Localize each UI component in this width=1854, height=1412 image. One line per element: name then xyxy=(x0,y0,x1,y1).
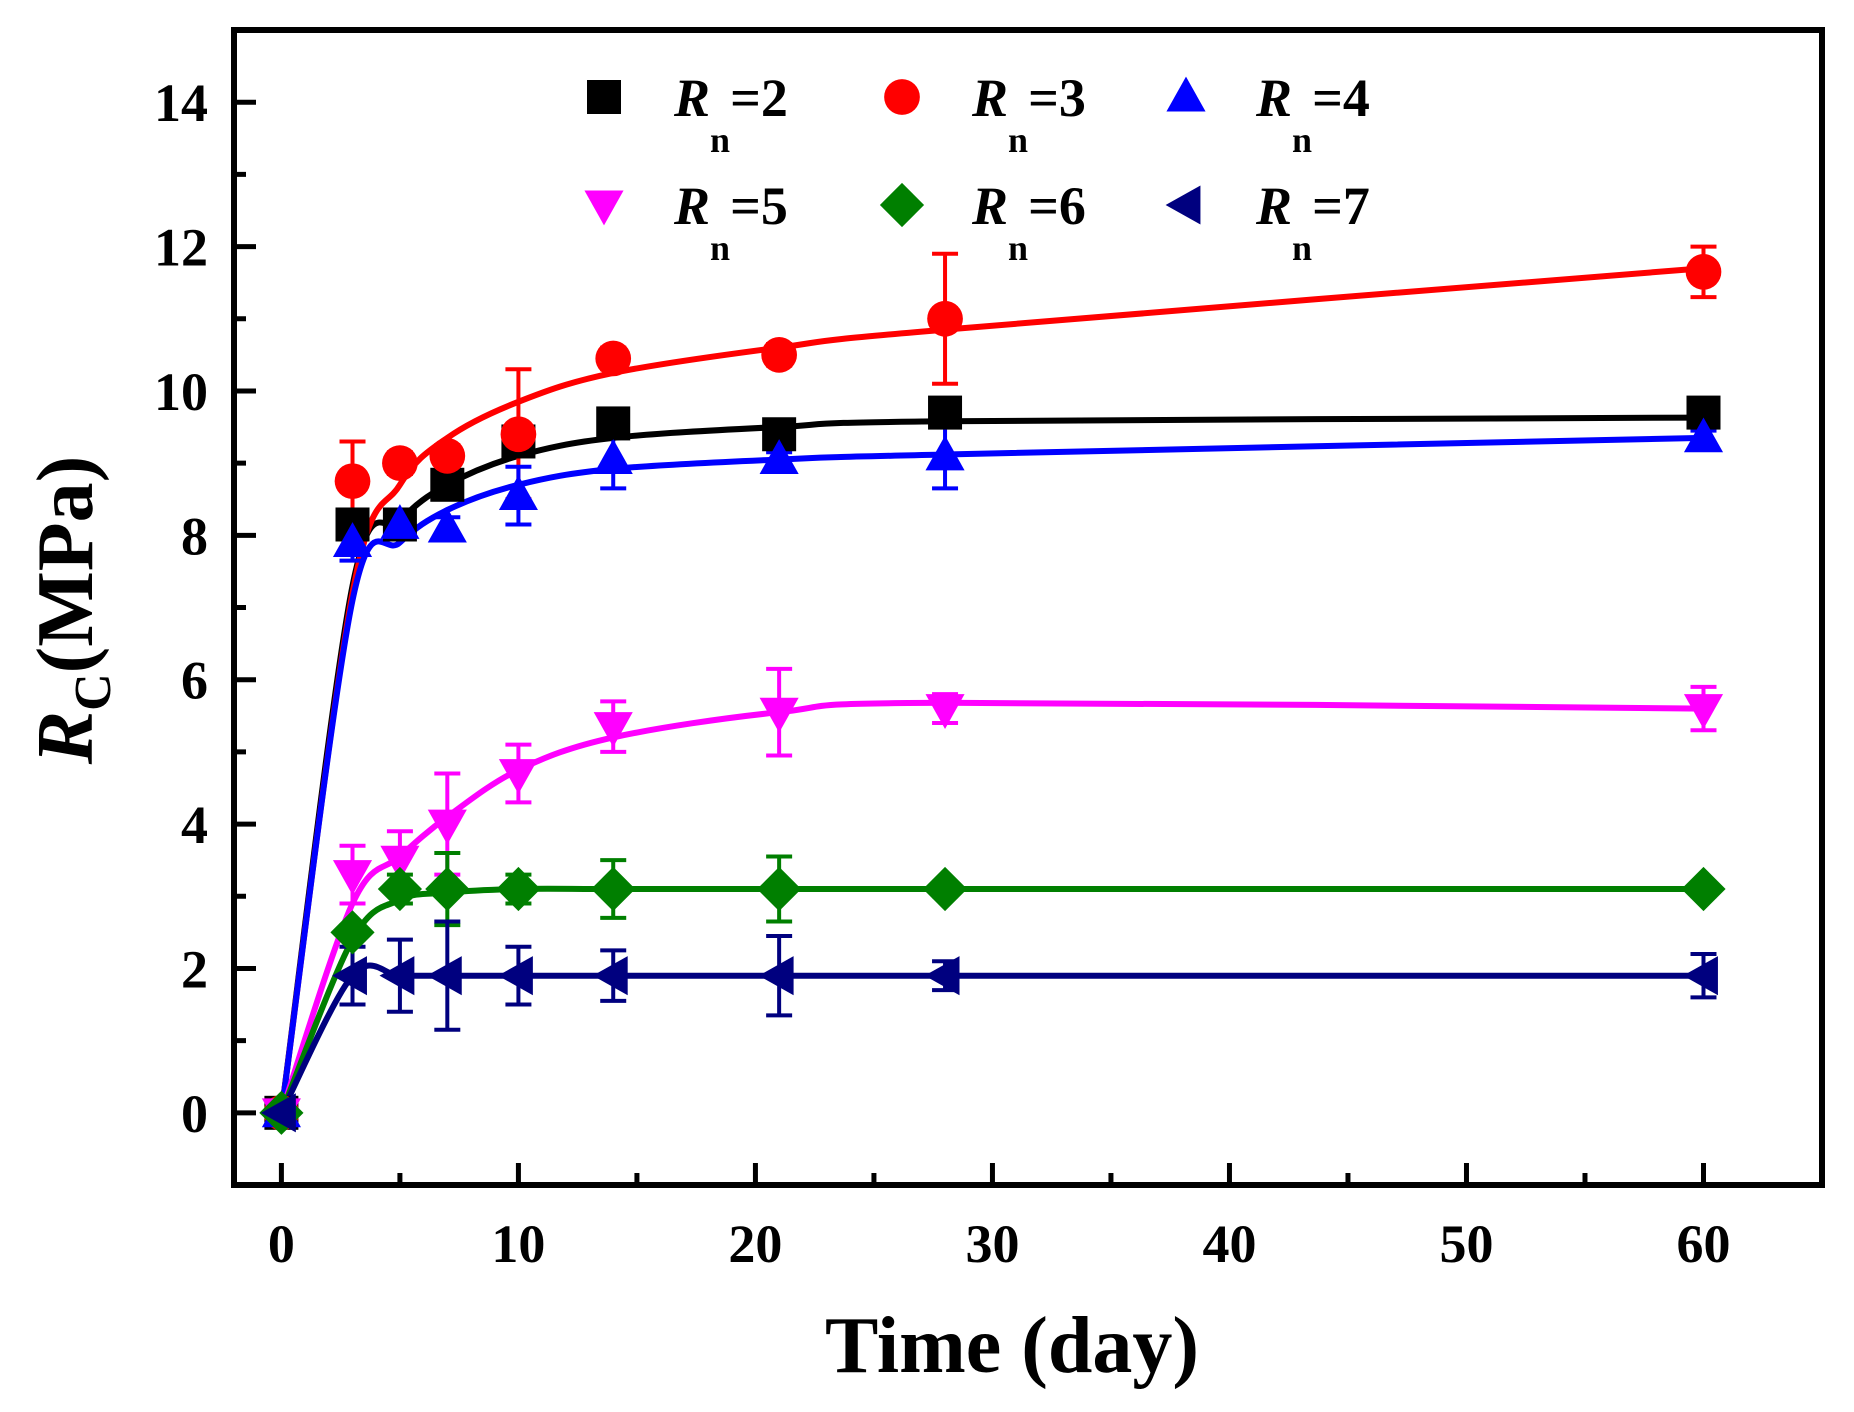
data-point-Rn=4-7 xyxy=(427,507,467,543)
y-axis-ticks: 0 2 4 6 8 10 12 14 xyxy=(154,73,256,1144)
data-point-Rn=7-5 xyxy=(379,956,415,996)
data-point-Rn=6-7 xyxy=(425,866,470,912)
data-point-Rn=4-14 xyxy=(593,439,633,474)
error-bars xyxy=(268,244,1717,1123)
legend-label-Rn=2: Rn=2 xyxy=(673,68,788,160)
data-point-Rn=4-28 xyxy=(925,435,965,471)
data-point-Rn=7-60 xyxy=(1683,956,1718,996)
legend-marker-Rn=2 xyxy=(587,80,621,114)
legend-marker-Rn=3 xyxy=(884,79,920,115)
x-tick-label: 60 xyxy=(1676,1214,1730,1274)
data-point-Rn=2-14 xyxy=(596,406,631,441)
fit-curve-Rn=3 xyxy=(278,265,1704,1114)
y-tick-label: 4 xyxy=(181,795,208,855)
data-point-Rn=7-7 xyxy=(426,956,462,996)
legend-marker-Rn=5 xyxy=(584,190,624,226)
fit-curves xyxy=(278,265,1704,1115)
data-point-Rn=5-10 xyxy=(498,759,538,794)
x-tick-label: 10 xyxy=(491,1214,545,1274)
data-point-Rn=4-21 xyxy=(759,439,799,474)
data-point-Rn=5-5 xyxy=(380,845,420,881)
fit-curve-Rn=7 xyxy=(278,962,1704,1115)
data-point-Rn=7-10 xyxy=(498,956,533,996)
data-point-Rn=5-7 xyxy=(427,809,467,845)
data-point-Rn=4-10 xyxy=(498,475,538,511)
x-axis-ticks: 0 10 20 30 40 50 60 xyxy=(268,1163,1730,1274)
data-point-Rn=3-5 xyxy=(382,445,418,481)
y-tick-label: 8 xyxy=(181,506,208,566)
data-point-Rn=3-14 xyxy=(595,340,632,377)
legend-item-Rn=7: Rn=7 xyxy=(1165,176,1370,268)
data-point-Rn=7-21 xyxy=(758,956,794,996)
data-point-Rn=5-28 xyxy=(925,694,965,729)
data-point-Rn=4-3 xyxy=(332,522,373,557)
data-point-Rn=7-14 xyxy=(592,956,628,996)
legend-item-Rn=2: Rn=2 xyxy=(587,68,788,160)
fit-curve-Rn=6 xyxy=(278,885,1704,1114)
y-axis-title: RC(MPa) xyxy=(22,456,122,766)
legend-marker-Rn=6 xyxy=(879,182,925,228)
x-tick-label: 20 xyxy=(728,1214,782,1274)
data-point-Rn=6-21 xyxy=(757,866,802,912)
data-point-Rn=7-0 xyxy=(261,1093,296,1133)
legend-item-Rn=4: Rn=4 xyxy=(1166,68,1370,160)
x-tick-label: 40 xyxy=(1202,1214,1256,1274)
legend-label-Rn=6: Rn=6 xyxy=(971,176,1086,268)
y-tick-label: 12 xyxy=(154,218,208,278)
x-axis-title: Time (day) xyxy=(825,1302,1199,1390)
legend-item-Rn=3: Rn=3 xyxy=(884,68,1086,160)
data-point-Rn=3-21 xyxy=(761,336,797,373)
legend-label-Rn=4: Rn=4 xyxy=(1255,68,1370,160)
fit-curve-Rn=4 xyxy=(278,434,1704,1114)
fit-curve-Rn=5 xyxy=(278,699,1704,1114)
legend-label-Rn=3: Rn=3 xyxy=(971,68,1086,160)
y-tick-label: 2 xyxy=(181,939,208,999)
x-tick-label: 30 xyxy=(965,1214,1019,1274)
data-point-Rn=6-60 xyxy=(1681,866,1726,912)
data-point-Rn=3-10 xyxy=(500,416,537,453)
y-tick-label: 10 xyxy=(154,362,208,422)
x-tick-label: 50 xyxy=(1439,1214,1493,1274)
data-point-Rn=5-3 xyxy=(332,860,373,895)
data-point-Rn=6-10 xyxy=(496,866,541,912)
y-tick-label: 0 xyxy=(181,1084,208,1144)
data-point-Rn=3-7 xyxy=(429,438,466,474)
data-point-Rn=5-60 xyxy=(1683,694,1724,729)
data-point-Rn=6-28 xyxy=(922,866,968,912)
y-tick-label: 6 xyxy=(181,651,208,711)
data-point-Rn=7-28 xyxy=(924,956,960,996)
data-point-Rn=6-3 xyxy=(330,910,375,955)
data-point-Rn=5-21 xyxy=(759,697,799,733)
data-point-Rn=4-5 xyxy=(380,504,420,539)
data-point-Rn=6-5 xyxy=(377,866,423,912)
legend-item-Rn=5: Rn=5 xyxy=(584,176,788,268)
legend-item-Rn=6: Rn=6 xyxy=(879,176,1086,268)
data-point-Rn=4-60 xyxy=(1683,417,1724,453)
data-point-Rn=3-28 xyxy=(927,300,963,337)
legend: Rn=2 Rn=3 Rn=4 Rn=5 Rn=6 Rn=7 xyxy=(584,68,1370,268)
legend-label-Rn=5: Rn=5 xyxy=(673,176,788,268)
y-tick-label: 14 xyxy=(154,73,208,133)
legend-label-Rn=7: Rn=7 xyxy=(1255,176,1370,268)
legend-marker-Rn=4 xyxy=(1166,76,1206,112)
data-point-Rn=3-60 xyxy=(1685,253,1722,290)
fit-curve-Rn=2 xyxy=(278,414,1704,1114)
x-tick-label: 0 xyxy=(268,1214,295,1274)
data-point-Rn=2-28 xyxy=(928,395,963,430)
legend-marker-Rn=7 xyxy=(1165,185,1201,225)
data-point-Rn=5-14 xyxy=(593,712,633,748)
data-point-Rn=7-3 xyxy=(332,956,367,996)
data-point-Rn=6-14 xyxy=(591,866,636,912)
data-point-Rn=3-3 xyxy=(334,463,371,500)
data-markers xyxy=(259,253,1726,1135)
